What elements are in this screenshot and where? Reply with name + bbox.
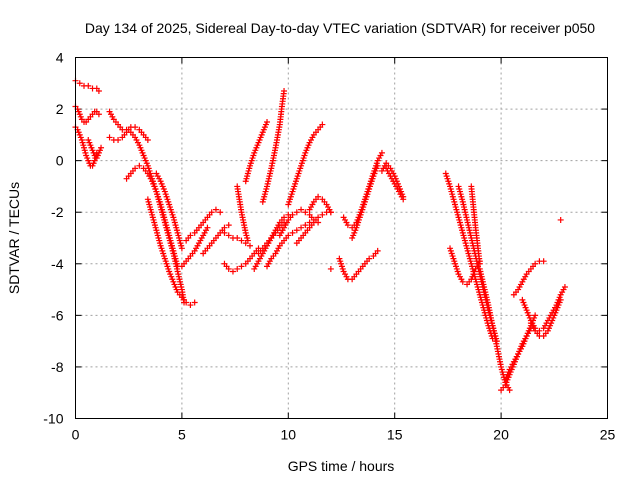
- data-point-arc-14: [234, 265, 241, 272]
- x-tick-label: 0: [72, 427, 80, 443]
- data-point-arc-21: [293, 209, 300, 216]
- data-point-arc-02: [95, 111, 102, 118]
- data-point-arc-12: [225, 222, 232, 229]
- data-point-arc-32: [459, 278, 466, 285]
- plot-frame: [75, 57, 608, 419]
- y-tick-label: 4: [56, 50, 64, 66]
- y-tick-label: 2: [56, 101, 64, 117]
- data-point-arc-22: [319, 121, 326, 128]
- data-point-arc-24: [327, 209, 334, 216]
- y-tick-label: -8: [51, 359, 64, 375]
- data-point-arc-28: [374, 162, 381, 169]
- data-point-arc-06: [144, 137, 151, 144]
- data-point-arc-19: [281, 88, 288, 95]
- data-point-arc-09: [178, 245, 185, 252]
- data-point-arc-06: [115, 137, 122, 144]
- data-point-arc-37: [532, 312, 539, 319]
- data-point-arc-23: [315, 214, 322, 221]
- y-tick-label: -10: [43, 411, 63, 427]
- data-point-arc-07: [136, 162, 143, 169]
- data-point-arc-20: [285, 232, 292, 239]
- data-point-arc-41: [557, 216, 564, 223]
- y-tick-label: -6: [51, 307, 64, 323]
- data-point-arc-38: [532, 260, 539, 267]
- x-tick-label: 15: [387, 427, 403, 443]
- data-point-arc-27: [378, 149, 385, 156]
- data-point-arc-13: [225, 232, 232, 239]
- data-point-arc-14: [225, 265, 232, 272]
- data-point-arc-04: [98, 144, 105, 151]
- data-point-arc-24: [315, 193, 322, 200]
- data-point-arc-13: [221, 229, 228, 236]
- data-point-arc-12: [221, 224, 228, 231]
- x-tick-label: 20: [493, 427, 509, 443]
- data-point-arc-20: [293, 227, 300, 234]
- data-point-arc-30: [400, 196, 407, 203]
- data-point-arc-01: [95, 88, 102, 95]
- data-point-arc-11: [208, 209, 215, 216]
- data-point-arc-06: [106, 134, 113, 141]
- x-tick-label: 25: [600, 427, 616, 443]
- data-point-arc-11: [187, 232, 194, 239]
- x-tick-label: 10: [281, 427, 297, 443]
- data-point-arc-07: [132, 165, 139, 172]
- y-tick-labels: -10 -8 -6 -4 -2 0 2 4: [43, 50, 63, 427]
- chart-title: Day 134 of 2025, Sidereal Day-to-day VTE…: [85, 20, 595, 36]
- data-point-arc-25: [327, 265, 334, 272]
- data-point-arc-26: [374, 247, 381, 254]
- data-point-arc-14: [238, 263, 245, 270]
- data-point-arc-06: [132, 124, 139, 131]
- data-point-arc-11: [212, 206, 219, 213]
- data-point-arc-20: [302, 222, 309, 229]
- data-point-arc-11: [217, 209, 224, 216]
- data-markers: [72, 77, 568, 394]
- x-axis-label: GPS time / hours: [288, 458, 395, 474]
- data-point-arc-20: [289, 229, 296, 236]
- data-point-arc-20: [298, 224, 305, 231]
- y-tick-label: -2: [51, 204, 64, 220]
- data-point-arc-35: [506, 387, 513, 394]
- data-point-arc-16: [264, 118, 271, 125]
- data-point-arc-08: [191, 299, 198, 306]
- data-point-arc-21: [289, 211, 296, 218]
- y-tick-label: 0: [56, 153, 64, 169]
- data-point-arc-18: [281, 214, 288, 221]
- data-point-arc-40: [557, 296, 564, 303]
- data-point-arc-01: [76, 80, 83, 87]
- data-point-arc-13: [234, 235, 241, 241]
- y-axis-label: SDTVAR / TECUs: [6, 182, 22, 294]
- data-point-arc-15: [244, 237, 251, 244]
- data-point-arc-27: [344, 222, 351, 229]
- data-point-arc-08: [183, 299, 190, 306]
- data-point-arc-01: [85, 82, 92, 89]
- data-point-arc-38: [540, 258, 547, 265]
- data-point-arc-39: [561, 283, 568, 290]
- data-point-arc-14: [229, 268, 236, 275]
- x-tick-labels: 0 5 10 15 20 25: [72, 427, 616, 443]
- data-point-arc-10: [204, 224, 211, 231]
- x-tick-label: 5: [178, 427, 186, 443]
- y-tick-label: -4: [51, 256, 64, 272]
- data-point-arc-13: [246, 242, 253, 249]
- data-point-arc-21: [298, 206, 305, 213]
- data-point-arc-21: [302, 209, 309, 216]
- data-point-arc-26: [366, 255, 373, 262]
- data-point-arc-34: [476, 260, 483, 267]
- data-point-arc-13: [238, 237, 245, 244]
- data-point-arc-08: [187, 302, 194, 309]
- data-point-arc-23: [319, 211, 326, 218]
